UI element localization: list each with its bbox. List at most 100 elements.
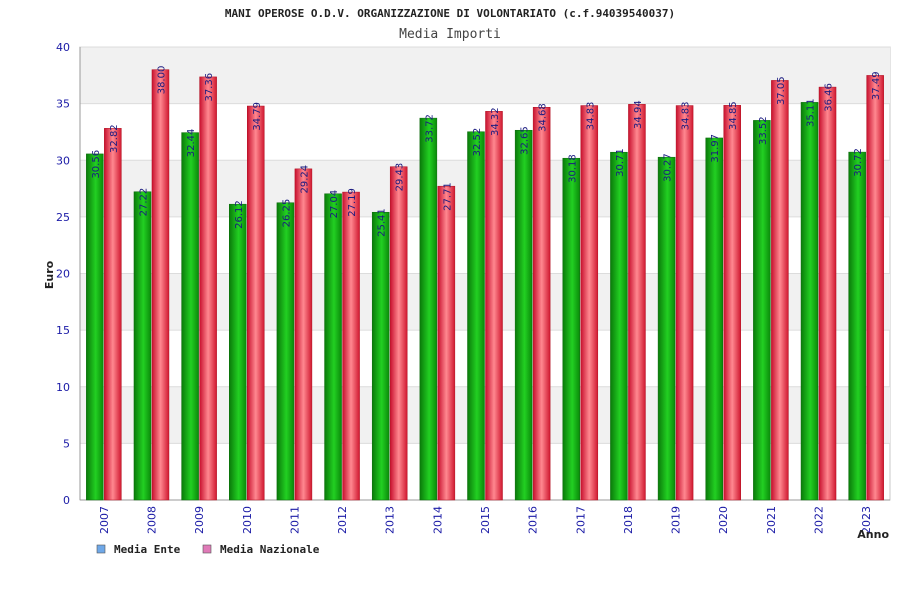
x-tick-label: 2023 xyxy=(860,506,873,534)
value-label: 33.72 xyxy=(424,114,435,143)
value-label: 34.79 xyxy=(252,102,263,131)
x-tick-label: 2022 xyxy=(813,506,826,534)
bar-media-nazionale-2012 xyxy=(342,191,360,501)
legend: Media Ente Media Nazionale xyxy=(96,543,320,556)
chart-subtitle: Media Importi xyxy=(399,27,501,42)
value-label: 36.46 xyxy=(824,83,835,112)
bar-media-ente-2007 xyxy=(86,153,104,501)
value-label: 26.12 xyxy=(234,200,245,229)
y-tick-label: 15 xyxy=(56,324,70,337)
value-label: 29.24 xyxy=(299,165,310,194)
bar-media-nazionale-2007 xyxy=(104,128,122,501)
bar-media-ente-2009 xyxy=(181,132,199,501)
value-label: 34.85 xyxy=(728,101,739,130)
value-label: 30.71 xyxy=(615,148,626,177)
bar-media-ente-2016 xyxy=(514,129,533,501)
x-axis-label: Anno xyxy=(857,528,889,541)
value-label: 34.68 xyxy=(538,103,549,132)
bar-media-nazionale-2018 xyxy=(628,104,646,501)
value-label: 33.52 xyxy=(758,116,769,145)
bar-media-ente-2023 xyxy=(848,151,866,501)
x-tick-label: 2011 xyxy=(288,506,301,534)
y-axis-label: Euro xyxy=(43,260,56,289)
legend-label: Media Nazionale xyxy=(220,543,320,556)
value-label: 30.72 xyxy=(853,148,864,177)
value-label: 31.97 xyxy=(710,134,721,163)
x-tick-label: 2013 xyxy=(384,506,397,534)
bar-media-nazionale-2022 xyxy=(818,86,837,501)
bar-media-nazionale-2014 xyxy=(437,185,456,501)
bar-media-ente-2012 xyxy=(324,193,342,501)
legend-swatch xyxy=(202,544,212,554)
y-tick-label: 25 xyxy=(56,211,70,224)
bar-media-nazionale-2009 xyxy=(199,76,217,501)
bar-media-ente-2015 xyxy=(467,131,485,501)
bar-media-nazionale-2020 xyxy=(723,105,741,501)
value-label: 37.36 xyxy=(204,73,215,102)
x-tick-label: 2010 xyxy=(241,506,254,534)
value-label: 30.56 xyxy=(91,150,102,179)
value-label: 32.52 xyxy=(472,128,483,157)
y-tick-label: 30 xyxy=(56,154,70,167)
value-label: 32.44 xyxy=(186,129,197,158)
bar-media-nazionale-2016 xyxy=(532,106,551,501)
x-axis-ticks: 2007 2008 2009 2010 2011 2012 2013 2014 2015 2016… xyxy=(98,506,873,534)
value-label: 27.22 xyxy=(138,188,149,217)
x-tick-label: 2021 xyxy=(765,506,778,534)
x-tick-label: 2017 xyxy=(574,506,587,534)
bar-media-ente-2008 xyxy=(133,191,152,501)
value-label: 37.49 xyxy=(871,71,882,100)
y-tick-label: 35 xyxy=(56,98,70,111)
y-axis-ticks: 0 5 10 15 20 25 30 35 40 xyxy=(56,41,70,507)
value-label: 30.18 xyxy=(567,154,578,183)
value-label: 34.83 xyxy=(585,102,596,131)
bar-media-nazionale-2017 xyxy=(580,105,599,501)
bar-media-nazionale-2015 xyxy=(485,111,503,501)
x-tick-label: 2015 xyxy=(479,506,492,534)
bar-media-nazionale-2010 xyxy=(247,105,265,501)
legend-label: Media Ente xyxy=(114,543,181,556)
bar-media-ente-2021 xyxy=(753,120,771,501)
bar-media-nazionale-2021 xyxy=(771,80,789,501)
value-labels: 30.56 32.82 27.22 38.00 32.44 37.36 26.12 34.79… xyxy=(91,66,882,237)
y-tick-label: 20 xyxy=(56,268,70,281)
y-tick-label: 40 xyxy=(56,41,70,54)
bars xyxy=(86,69,884,501)
bar-media-nazionale-2013 xyxy=(389,166,408,501)
value-label: 34.32 xyxy=(490,107,501,136)
bar-media-ente-2018 xyxy=(610,151,628,501)
bar-media-ente-2011 xyxy=(276,202,295,501)
bar-media-ente-2013 xyxy=(371,211,390,501)
value-label: 38.00 xyxy=(156,66,167,95)
y-tick-label: 10 xyxy=(56,381,70,394)
value-label: 27.71 xyxy=(442,182,453,211)
bar-media-nazionale-2008 xyxy=(151,69,170,501)
value-label: 26.25 xyxy=(281,199,292,228)
legend-swatch xyxy=(96,544,106,554)
value-label: 34.83 xyxy=(681,102,692,131)
value-label: 27.04 xyxy=(329,190,340,219)
y-tick-label: 5 xyxy=(63,437,70,450)
x-tick-label: 2008 xyxy=(145,506,158,534)
bar-media-ente-2022 xyxy=(800,102,819,501)
y-tick-label: 0 xyxy=(63,494,70,507)
value-label: 27.19 xyxy=(347,188,358,217)
chart-title: MANI OPEROSE O.D.V. ORGANIZZAZIONE DI VO… xyxy=(225,7,675,20)
x-tick-label: 2014 xyxy=(431,506,444,534)
bar-media-ente-2017 xyxy=(562,157,581,501)
x-tick-label: 2018 xyxy=(622,506,635,534)
bar-media-ente-2020 xyxy=(705,137,723,501)
value-label: 29.43 xyxy=(395,163,406,192)
x-tick-label: 2019 xyxy=(670,506,683,534)
bar-media-nazionale-2011 xyxy=(294,168,313,501)
bar-media-ente-2014 xyxy=(419,117,438,501)
value-label: 32.65 xyxy=(520,126,531,155)
bar-media-nazionale-2019 xyxy=(675,105,694,501)
value-label: 37.05 xyxy=(776,76,787,105)
x-tick-label: 2007 xyxy=(98,506,111,534)
x-tick-label: 2012 xyxy=(336,506,349,534)
value-label: 30.27 xyxy=(663,153,674,182)
value-label: 32.82 xyxy=(109,124,120,153)
value-label: 35.11 xyxy=(806,98,817,127)
